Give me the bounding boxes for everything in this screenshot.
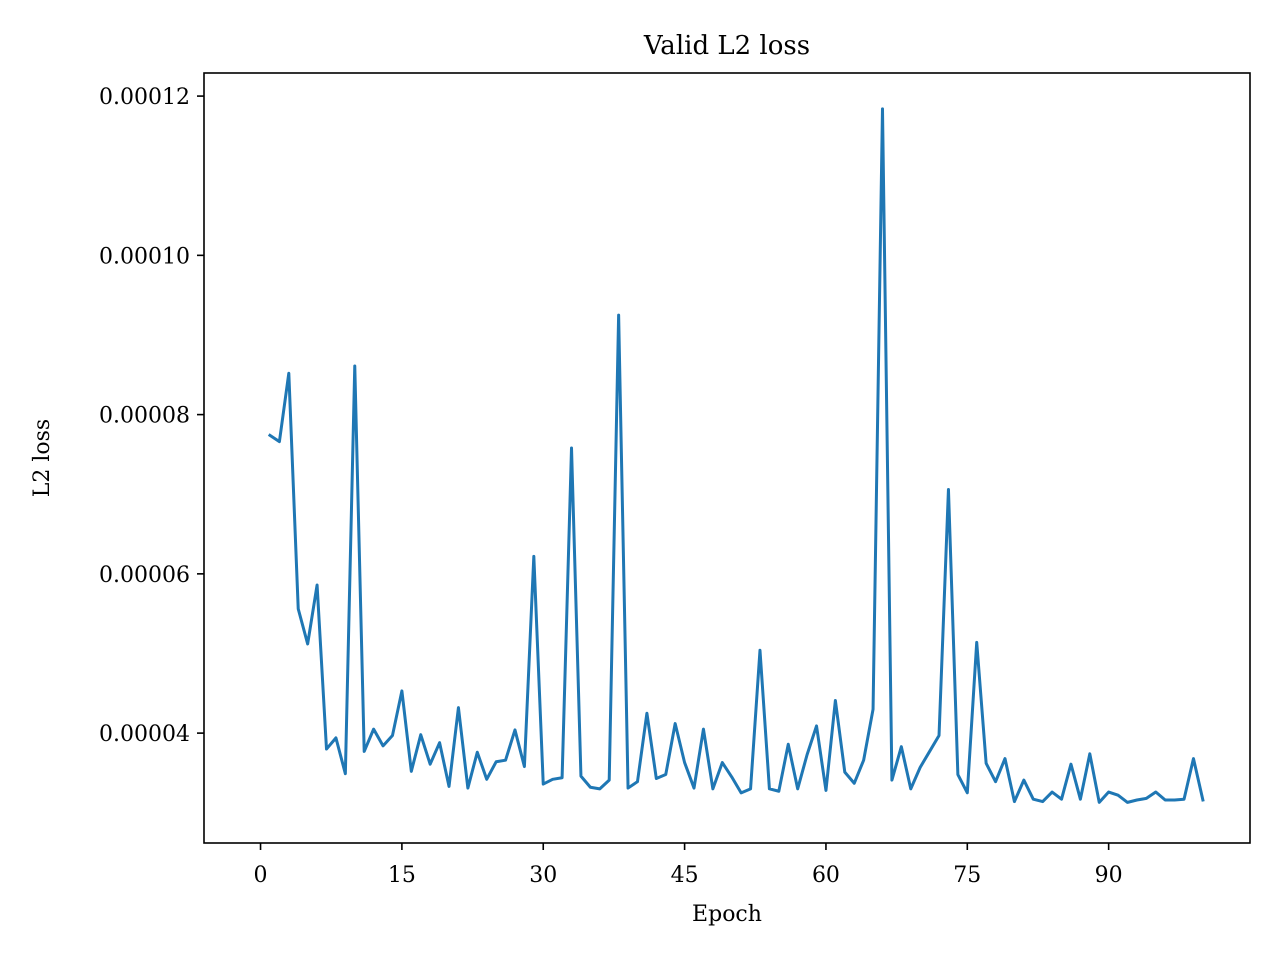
x-tick-label: 30 (529, 863, 557, 888)
x-axis-ticks: 0 15 30 45 60 75 90 (254, 843, 1123, 888)
x-tick-label: 75 (953, 863, 981, 888)
x-axis-label: Epoch (692, 902, 762, 927)
y-tick-label: 0.00006 (99, 563, 190, 588)
y-axis-ticks: 0.00004 0.00006 0.00008 0.00010 0.00012 (99, 85, 204, 747)
y-tick-label: 0.00008 (99, 404, 190, 429)
x-tick-label: 60 (812, 863, 840, 888)
y-axis-label: L2 loss (30, 419, 55, 497)
series-line (267, 107, 1205, 804)
chart-title: Valid L2 loss (643, 31, 810, 61)
x-tick-label: 90 (1095, 863, 1123, 888)
plot-area-frame (203, 72, 1251, 844)
y-tick-label: 0.00004 (99, 722, 190, 747)
x-tick-label: 0 (254, 863, 268, 888)
y-tick-label: 0.00010 (99, 244, 190, 269)
x-tick-label: 15 (388, 863, 416, 888)
y-tick-label: 0.00012 (99, 85, 190, 110)
x-tick-label: 45 (671, 863, 699, 888)
